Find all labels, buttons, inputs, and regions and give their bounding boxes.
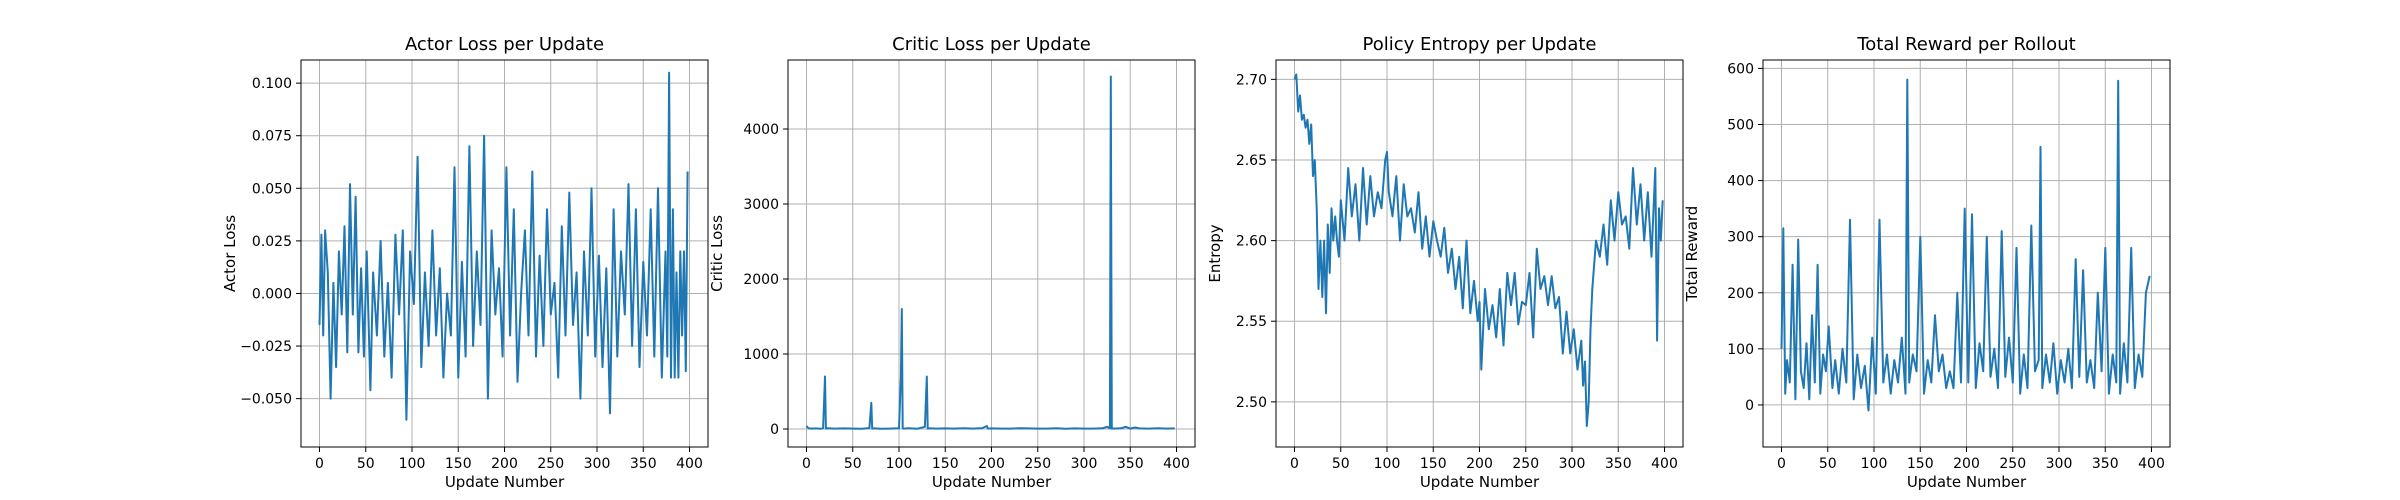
actor-loss-ytick-label: 0.000 [252, 286, 292, 302]
actor-loss-xtick-label: 400 [676, 456, 703, 472]
policy-entropy-series-line [1293, 73, 1664, 427]
policy-entropy-ytick-label: 2.50 [1236, 395, 1267, 411]
policy-entropy-xtick-label: 350 [1605, 456, 1632, 472]
total-reward-xtick-label: 200 [1953, 456, 1980, 472]
actor-loss-ylabel: Actor Loss [221, 215, 239, 292]
total-reward-ytick-label: 300 [1727, 230, 1754, 246]
total-reward-ticks: 0 50 100 150 200 250 300 350 400 0 100 200 300 400 500… [1727, 61, 2165, 472]
policy-entropy-xtick-label: 300 [1559, 456, 1586, 472]
critic-loss-xtick-label: 150 [932, 456, 959, 472]
policy-entropy-xtick-label: 250 [1512, 456, 1539, 472]
actor-loss-xtick-label: 250 [537, 456, 564, 472]
critic-loss-ytick-label: 1000 [743, 347, 779, 363]
policy-entropy-ytick-label: 2.70 [1236, 72, 1267, 88]
actor-loss-panel: Actor Loss per Update Update Number Acto… [221, 34, 709, 491]
critic-loss-series-line [805, 75, 1175, 430]
critic-loss-xtick-label: 0 [802, 456, 811, 472]
critic-loss-ytick-label: 4000 [743, 122, 779, 138]
total-reward-ylabel: Total Reward [1683, 206, 1701, 303]
critic-loss-xlabel: Update Number [932, 473, 1052, 491]
total-reward-ytick-label: 500 [1727, 118, 1754, 134]
total-reward-xtick-label: 300 [2046, 456, 2073, 472]
total-reward-xlabel: Update Number [1907, 473, 2027, 491]
policy-entropy-xtick-label: 200 [1466, 456, 1493, 472]
actor-loss-title: Actor Loss per Update [405, 34, 604, 55]
actor-loss-ytick-label: 0.050 [252, 181, 292, 197]
total-reward-xtick-label: 250 [1999, 456, 2026, 472]
critic-loss-panel: Critic Loss per Update Update Number Cri… [708, 34, 1196, 491]
critic-loss-xtick-label: 400 [1163, 456, 1190, 472]
policy-entropy-panel: Policy Entropy per Update Update Number … [1206, 34, 1684, 491]
total-reward-ytick-label: 0 [1745, 398, 1754, 414]
critic-loss-title: Critic Loss per Update [892, 34, 1091, 55]
actor-loss-series-line [318, 71, 689, 421]
total-reward-ytick-label: 200 [1727, 286, 1754, 302]
actor-loss-xtick-label: 100 [399, 456, 426, 472]
actor-loss-xtick-label: 50 [357, 456, 375, 472]
total-reward-xtick-label: 400 [2138, 456, 2165, 472]
actor-loss-ytick-label: 0.025 [252, 234, 292, 250]
policy-entropy-xtick-label: 100 [1374, 456, 1401, 472]
critic-loss-xtick-label: 50 [844, 456, 862, 472]
critic-loss-ylabel: Critic Loss [708, 215, 726, 292]
actor-loss-xlabel: Update Number [445, 473, 565, 491]
total-reward-xtick-label: 50 [1819, 456, 1837, 472]
policy-entropy-xtick-label: 50 [1332, 456, 1350, 472]
total-reward-title: Total Reward per Rollout [1856, 34, 2075, 55]
policy-entropy-ytick-label: 2.65 [1236, 153, 1267, 169]
total-reward-ytick-label: 400 [1727, 174, 1754, 190]
policy-entropy-grid [1276, 60, 1683, 447]
total-reward-xtick-label: 150 [1907, 456, 1934, 472]
policy-entropy-xtick-label: 0 [1290, 456, 1299, 472]
actor-loss-xtick-label: 200 [491, 456, 518, 472]
actor-loss-ticks: 0 50 100 150 200 250 300 350 400 −0.050 −0.025 0.00… [240, 76, 703, 472]
policy-entropy-xtick-label: 400 [1651, 456, 1678, 472]
critic-loss-ytick-label: 2000 [743, 272, 779, 288]
total-reward-ytick-label: 100 [1727, 342, 1754, 358]
actor-loss-ytick-label: 0.075 [252, 129, 292, 145]
actor-loss-ytick-label: −0.025 [240, 339, 292, 355]
policy-entropy-xlabel: Update Number [1420, 473, 1540, 491]
actor-loss-ytick-label: −0.050 [240, 392, 292, 408]
total-reward-xtick-label: 0 [1777, 456, 1786, 472]
policy-entropy-title: Policy Entropy per Update [1363, 34, 1597, 55]
total-reward-ytick-label: 600 [1727, 61, 1754, 77]
policy-entropy-ylabel: Entropy [1206, 224, 1224, 282]
policy-entropy-ytick-label: 2.60 [1236, 234, 1267, 250]
critic-loss-ticks: 0 50 100 150 200 250 300 350 4000100020003000400… [743, 122, 1190, 472]
policy-entropy-ytick-label: 2.55 [1236, 314, 1267, 330]
policy-entropy-xtick-label: 150 [1420, 456, 1447, 472]
critic-loss-xtick-label: 350 [1117, 456, 1144, 472]
actor-loss-ytick-label: 0.100 [252, 76, 292, 92]
critic-loss-xtick-label: 250 [1024, 456, 1051, 472]
total-reward-xtick-label: 350 [2092, 456, 2119, 472]
critic-loss-xtick-label: 200 [978, 456, 1005, 472]
total-reward-panel: Total Reward per Rollout Update Number T… [1683, 34, 2171, 491]
actor-loss-xtick-label: 0 [315, 456, 324, 472]
total-reward-xtick-label: 100 [1861, 456, 1888, 472]
critic-loss-ytick-label: 0 [770, 422, 779, 438]
critic-loss-ytick-label: 3000 [743, 197, 779, 213]
total-reward-series-line [1780, 78, 2151, 412]
policy-entropy-ticks: 0 50 100 150 200 250 300 350 400 2.50 2.55 2.60 2.65… [1236, 72, 1678, 472]
actor-loss-xtick-label: 300 [584, 456, 611, 472]
critic-loss-xtick-label: 100 [886, 456, 913, 472]
actor-loss-xtick-label: 150 [445, 456, 472, 472]
actor-loss-xtick-label: 350 [630, 456, 657, 472]
critic-loss-xtick-label: 300 [1071, 456, 1098, 472]
